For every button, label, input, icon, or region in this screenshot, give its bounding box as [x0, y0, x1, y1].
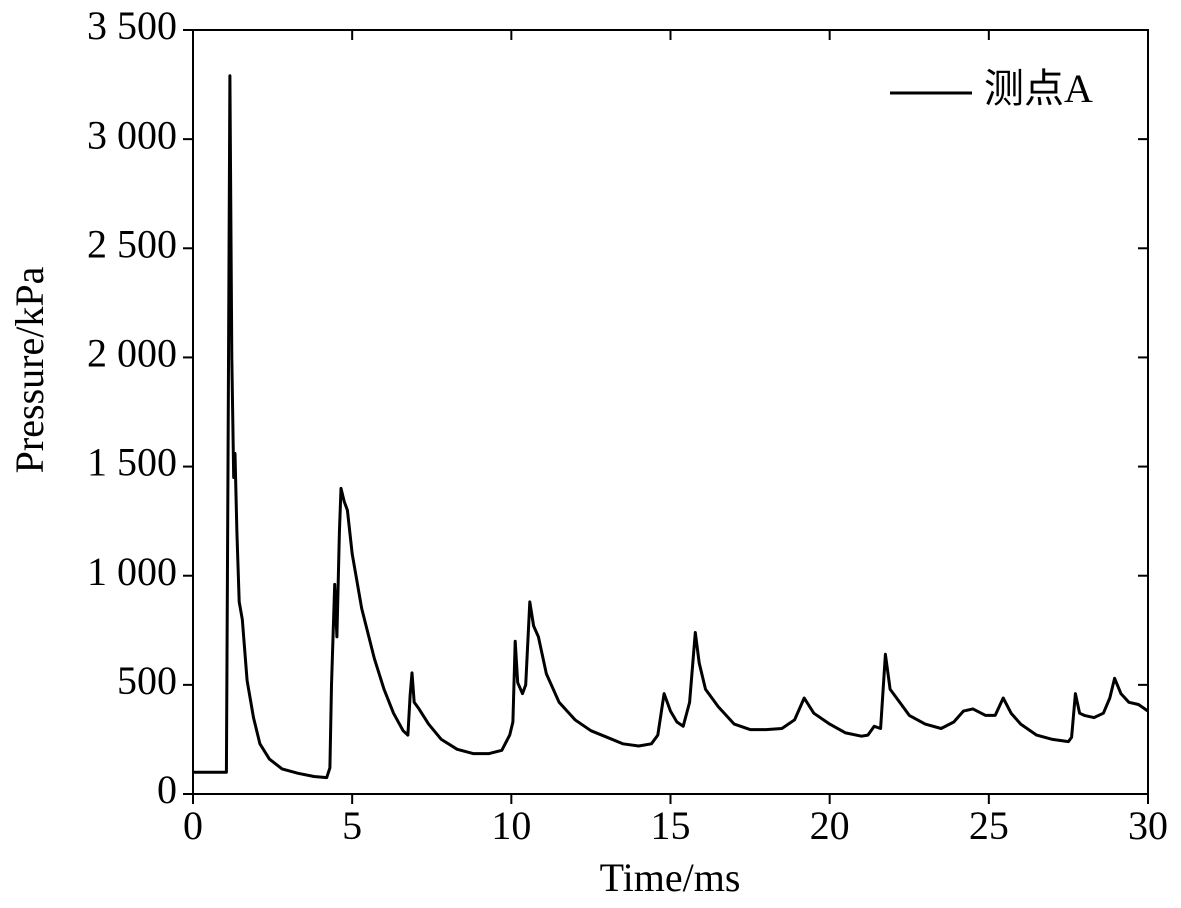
x-tick-label: 20 [810, 803, 850, 848]
x-tick-label: 25 [969, 803, 1009, 848]
y-tick-label: 2 000 [87, 331, 177, 376]
y-tick-label: 3 000 [87, 112, 177, 157]
legend-label: 测点A [984, 66, 1093, 111]
y-axis-label: Pressure/kPa [7, 266, 52, 473]
x-tick-label: 10 [491, 803, 531, 848]
y-tick-label: 1 500 [87, 440, 177, 485]
y-tick-label: 1 000 [87, 549, 177, 594]
plot-frame [192, 29, 1149, 795]
y-tick-label: 0 [157, 767, 177, 812]
x-tick-label: 0 [183, 803, 203, 848]
x-tick-label: 5 [342, 803, 362, 848]
x-tick-label: 30 [1128, 803, 1168, 848]
y-tick-label: 500 [117, 658, 177, 703]
y-tick-label: 2 500 [87, 221, 177, 266]
x-axis-label: Time/ms [600, 855, 741, 900]
y-tick-label: 3 500 [87, 3, 177, 48]
x-tick-label: 15 [651, 803, 691, 848]
data-line [193, 74, 1149, 780]
